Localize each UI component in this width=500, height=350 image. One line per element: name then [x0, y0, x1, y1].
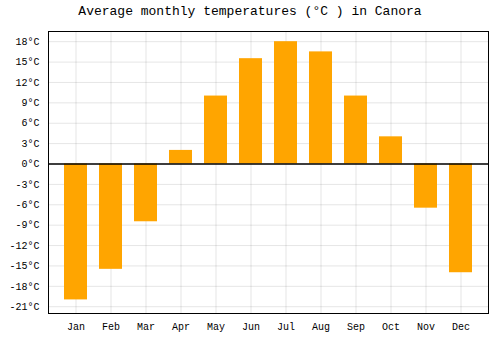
svg-text:Mar: Mar [137, 322, 155, 333]
svg-text:Oct: Oct [382, 322, 400, 333]
svg-text:18°C: 18°C [15, 37, 39, 48]
svg-text:6°C: 6°C [21, 118, 39, 129]
svg-text:May: May [207, 322, 225, 333]
svg-text:15°C: 15°C [15, 57, 39, 68]
svg-text:-18°C: -18°C [9, 282, 39, 293]
svg-text:Jul: Jul [277, 322, 295, 333]
svg-text:9°C: 9°C [21, 98, 39, 109]
svg-text:Nov: Nov [417, 322, 435, 333]
svg-text:-21°C: -21°C [9, 302, 39, 313]
svg-text:-12°C: -12°C [9, 241, 39, 252]
svg-text:-3°C: -3°C [15, 180, 39, 191]
svg-text:Apr: Apr [172, 322, 190, 333]
svg-text:Jun: Jun [242, 322, 260, 333]
svg-text:Dec: Dec [452, 322, 470, 333]
svg-text:Sep: Sep [347, 322, 365, 333]
svg-text:0°C: 0°C [21, 159, 39, 170]
svg-text:Jan: Jan [67, 322, 85, 333]
svg-text:-9°C: -9°C [15, 220, 39, 231]
svg-text:-6°C: -6°C [15, 200, 39, 211]
svg-text:Feb: Feb [102, 322, 120, 333]
svg-text:3°C: 3°C [21, 139, 39, 150]
svg-text:12°C: 12°C [15, 78, 39, 89]
html-text:Average monthly temperatures (: Average monthly temperatures (°C ) in Ca… [78, 4, 422, 19]
svg-text:-15°C: -15°C [9, 261, 39, 272]
svg-text:Aug: Aug [312, 322, 330, 333]
